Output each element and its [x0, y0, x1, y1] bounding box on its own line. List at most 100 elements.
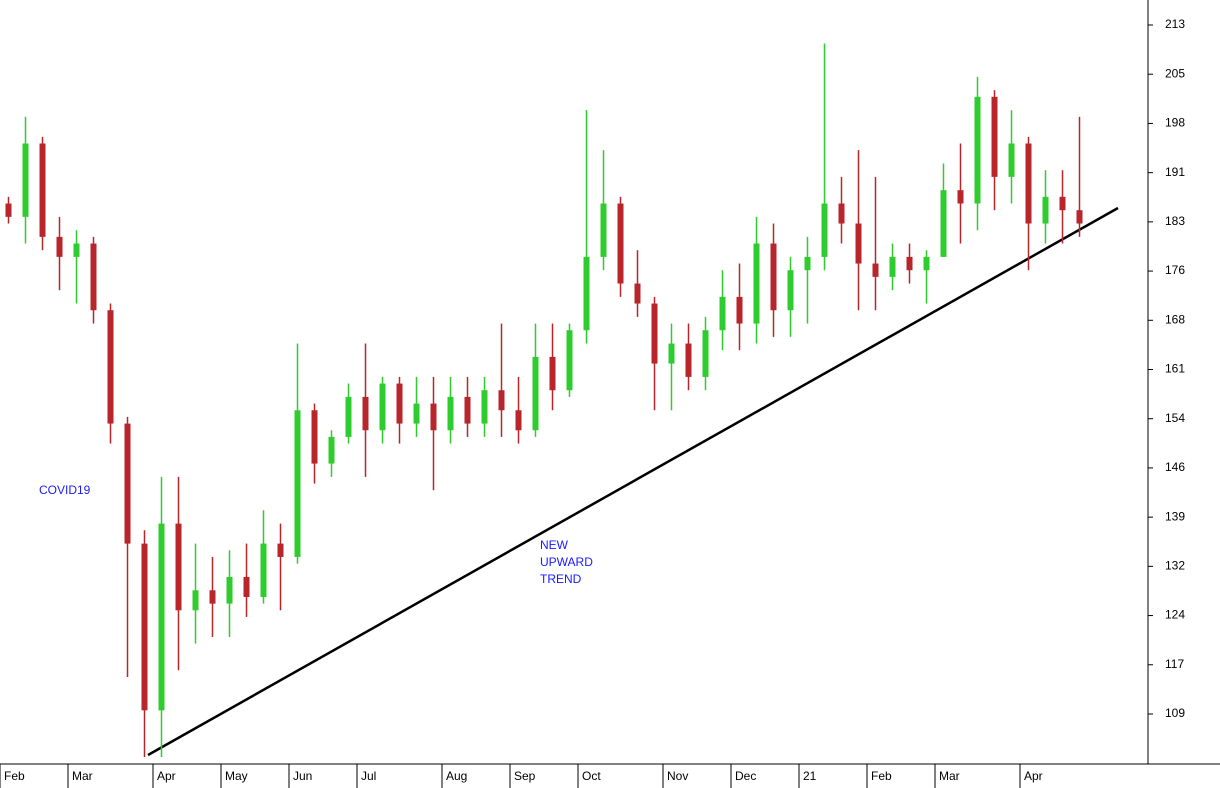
candle-body [549, 356, 556, 391]
candle-body [974, 96, 981, 204]
annotation: UPWARD [540, 555, 593, 569]
candle-body [906, 256, 913, 271]
candle-body [889, 256, 896, 277]
candle-body [991, 96, 998, 177]
y-tick-label: 146 [1165, 460, 1185, 474]
trend-line [147, 206, 1119, 757]
candle-body [362, 396, 369, 431]
candle-body [39, 143, 46, 237]
candle-body [634, 283, 641, 304]
candle-body [838, 203, 845, 224]
candle-body [617, 203, 624, 284]
x-tick-label: Jul [361, 769, 376, 783]
candle-body [702, 330, 709, 377]
x-tick-label: 21 [803, 769, 817, 783]
y-tick-label: 168 [1165, 312, 1185, 326]
candle-body [821, 203, 828, 257]
candle-body [1025, 143, 1032, 224]
candle-body [566, 330, 573, 391]
x-tick-label: Dec [735, 769, 756, 783]
candle-body [158, 523, 165, 711]
candle-body [600, 203, 607, 257]
x-tick-label: Sep [514, 769, 536, 783]
x-tick-label: Oct [582, 769, 601, 783]
candle-body [498, 390, 505, 411]
candle-body [56, 236, 63, 257]
candle-body [668, 343, 675, 364]
candle-body [872, 263, 879, 277]
y-tick-label: 124 [1165, 608, 1185, 622]
candle-body [736, 296, 743, 324]
candle-body [243, 576, 250, 597]
candle-body [294, 410, 301, 557]
candle-body [277, 543, 284, 557]
candle-body [226, 576, 233, 604]
y-tick-label: 132 [1165, 559, 1185, 573]
x-tick-label: Mar [72, 769, 93, 783]
candle-body [345, 396, 352, 437]
y-tick-label: 191 [1165, 165, 1185, 179]
x-tick-label: Apr [157, 769, 176, 783]
annotation: NEW [540, 538, 569, 552]
annotation: TREND [540, 572, 582, 586]
candle-body [651, 303, 658, 364]
x-tick-label: Nov [667, 769, 688, 783]
candle-body [787, 270, 794, 311]
candle-body [311, 410, 318, 464]
candle-body [855, 223, 862, 264]
candle-body [73, 243, 80, 257]
candle-body [22, 143, 29, 217]
candle-body [192, 590, 199, 611]
candle-body [770, 243, 777, 311]
x-tick-label: Feb [4, 769, 25, 783]
candle-body [430, 403, 437, 431]
x-tick-label: Feb [871, 769, 892, 783]
y-tick-label: 161 [1165, 362, 1185, 376]
candle-body [481, 390, 488, 424]
candle-body [209, 590, 216, 604]
candle-body [685, 343, 692, 377]
candle-body [940, 190, 947, 257]
y-tick-label: 154 [1165, 411, 1185, 425]
candle-body [583, 256, 590, 331]
candle-body [260, 543, 267, 597]
candle-body [90, 243, 97, 311]
x-tick-label: Aug [446, 769, 467, 783]
candle-body [175, 523, 182, 611]
candle-body [515, 410, 522, 431]
candle-body [379, 383, 386, 431]
candle-body [124, 423, 131, 544]
candle-body [1076, 210, 1083, 224]
y-tick-label: 117 [1165, 657, 1184, 671]
x-tick-label: Mar [939, 769, 960, 783]
x-tick-label: Apr [1024, 769, 1043, 783]
candle-body [107, 310, 114, 424]
candle-body [753, 243, 760, 324]
candle-body [447, 396, 454, 431]
candle-body [141, 543, 148, 711]
annotation: COVID19 [39, 483, 91, 497]
y-tick-label: 205 [1165, 66, 1185, 80]
candle-body [804, 256, 811, 271]
x-tick-label: May [225, 769, 248, 783]
y-tick-label: 176 [1165, 263, 1185, 277]
y-tick-label: 213 [1165, 17, 1185, 31]
y-tick-label: 109 [1165, 706, 1185, 720]
candle-body [719, 296, 726, 331]
y-tick-label: 183 [1165, 214, 1185, 228]
y-tick-label: 198 [1165, 116, 1185, 130]
y-tick-label: 139 [1165, 509, 1185, 523]
candle-body [464, 396, 471, 424]
candle-body [328, 436, 335, 464]
candle-body [923, 256, 930, 271]
candle-body [1008, 143, 1015, 177]
candle-body [1059, 196, 1066, 211]
candle-body [957, 190, 964, 204]
candle-body [396, 383, 403, 424]
candle-body [413, 403, 420, 424]
candle-body [1042, 196, 1049, 224]
candle-body [532, 356, 539, 431]
x-tick-label: Jun [293, 769, 312, 783]
